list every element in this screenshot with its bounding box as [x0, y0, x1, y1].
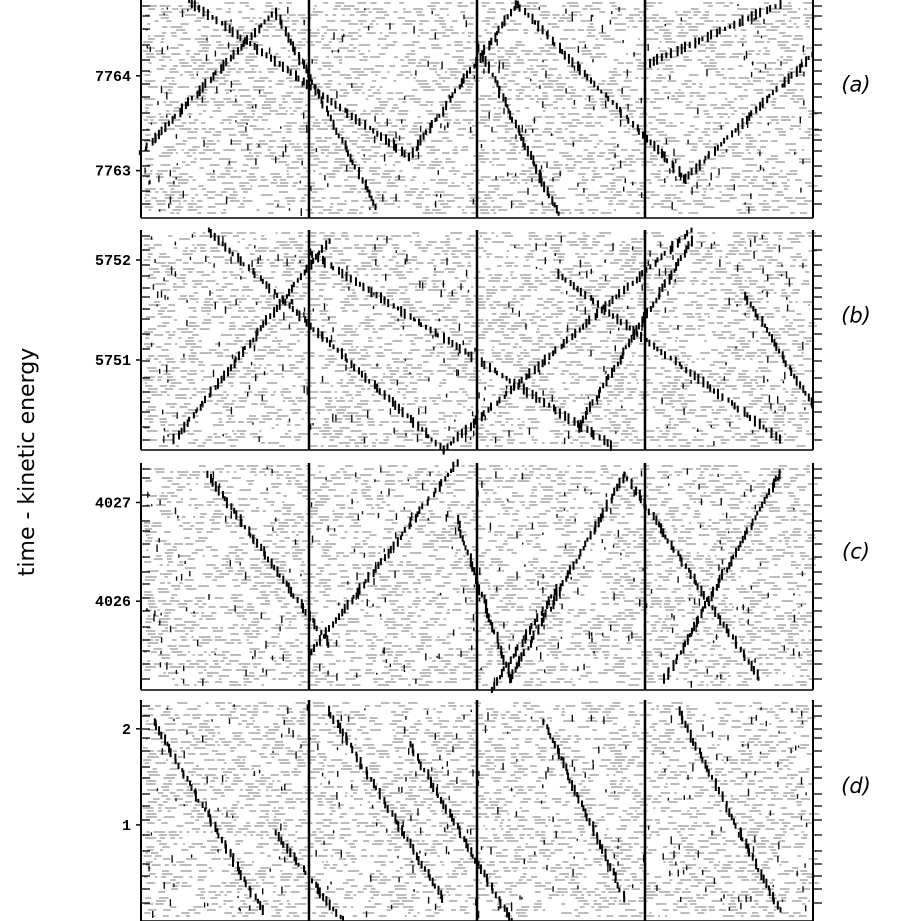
panel-label: (c) — [842, 539, 870, 563]
panel-1: 5752 5751 (b) — [95, 227, 871, 455]
panel-minor-ticks — [141, 705, 822, 904]
pattern-streak — [578, 235, 693, 433]
pattern-streak — [409, 741, 513, 921]
pattern-streak — [510, 471, 626, 683]
pattern-flecks — [146, 467, 804, 688]
y-tick-label: 7763 — [95, 164, 131, 181]
pattern-flecks — [148, 704, 808, 919]
y-tick-label: 4026 — [95, 594, 131, 611]
y-axis-label: time - kinetic energy — [15, 348, 40, 576]
y-tick-label: 5752 — [95, 253, 131, 270]
panel-label: (b) — [841, 303, 871, 327]
pattern-streak — [308, 459, 459, 661]
y-tick-label: 5751 — [95, 353, 131, 370]
y-tick-label: 7764 — [95, 69, 131, 86]
pattern-streak — [557, 268, 781, 444]
panel-3: 2 1 (d) — [122, 700, 871, 921]
pattern-streak — [744, 291, 814, 409]
panel-minor-ticks — [141, 235, 822, 441]
panel-label: (a) — [841, 73, 870, 97]
panel-0: 7764 7763 (a) — [95, 0, 871, 219]
y-tick-label: 4027 — [95, 495, 131, 512]
pattern-streak — [663, 469, 781, 684]
pattern-streak — [274, 829, 344, 921]
panel-2: 4027 4026 (c) — [95, 459, 870, 693]
pattern-streak — [457, 515, 512, 684]
pattern-streak — [206, 470, 330, 648]
pattern-streak — [207, 227, 445, 455]
pattern-streak — [678, 706, 782, 913]
panel-label: (d) — [841, 774, 871, 798]
panel-texture — [143, 702, 820, 917]
pattern-streak — [275, 8, 377, 211]
y-tick-label: 1 — [122, 818, 131, 835]
pattern-streak — [643, 0, 782, 68]
pattern-flecks — [150, 234, 806, 446]
panel-minor-ticks — [141, 5, 822, 205]
pattern-streak — [188, 0, 410, 162]
pattern-streak — [153, 718, 264, 915]
pattern-streak — [172, 238, 331, 445]
y-tick-label: 2 — [122, 722, 131, 739]
panels: 7764 7763 (a) 5752 5751 (b) 4027 4026 (c) 2 1 (d) — [95, 0, 871, 921]
panel-texture — [143, 2, 820, 214]
panel-minor-ticks — [141, 468, 822, 680]
pattern-streak — [542, 718, 626, 903]
pattern-streak — [516, 0, 685, 183]
panel-texture — [143, 465, 818, 686]
pattern-streak — [328, 705, 444, 903]
pattern-streak — [490, 583, 558, 693]
pattern-streak — [684, 51, 814, 184]
pattern-streak — [476, 40, 560, 216]
